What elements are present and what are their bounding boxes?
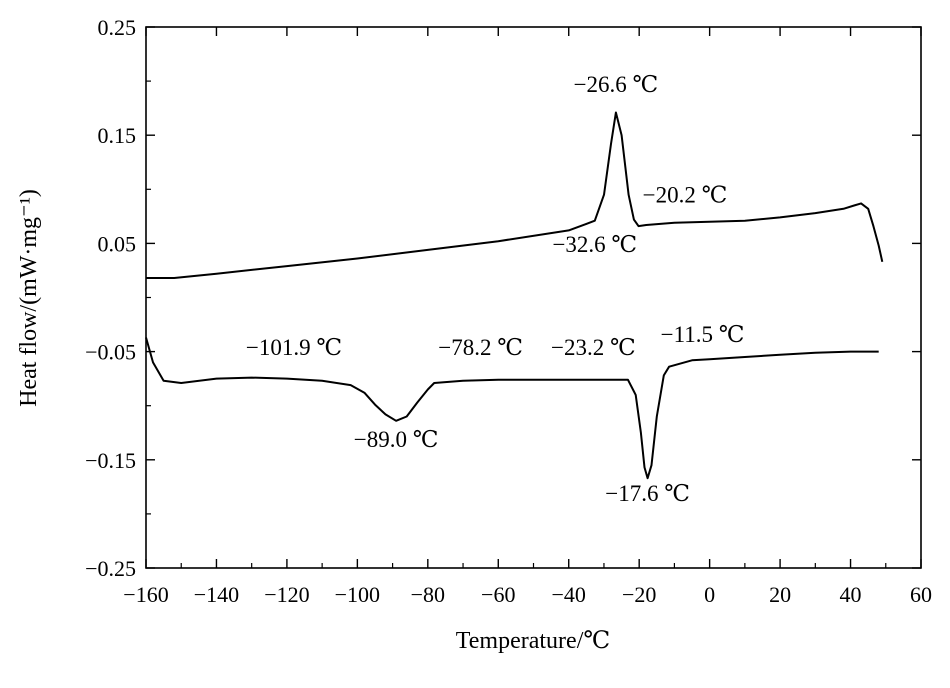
x-tick-label: −20 — [622, 582, 656, 607]
y-tick-label: −0.05 — [85, 340, 136, 365]
annotation-label: −20.2 ℃ — [643, 182, 728, 207]
annotation-layer: −26.6 ℃ −20.2 ℃−32.6 ℃ −101.9 ℃ −78.2 ℃ −23.… — [246, 72, 745, 506]
series-line-1 — [146, 111, 884, 279]
y-tick-label: 0.15 — [98, 123, 137, 148]
x-tick-label: −40 — [552, 582, 586, 607]
x-tick-label: 0 — [704, 582, 715, 607]
annotation-label: −11.5 ℃ — [661, 322, 745, 347]
y-tick-label: 0.25 — [98, 15, 137, 40]
x-tick-label: 40 — [840, 582, 862, 607]
y-tick-label: −0.25 — [85, 556, 136, 581]
annotation-label: −101.9 ℃ — [246, 335, 342, 360]
x-tick-label: 60 — [910, 582, 932, 607]
y-tick-label: 0.05 — [98, 231, 137, 256]
series-line-2 — [145, 337, 879, 480]
annotation-label: −78.2 ℃ — [438, 335, 523, 360]
annotation-label: −89.0 ℃ — [354, 427, 439, 452]
x-tick-label: −100 — [335, 582, 380, 607]
x-axis-title: Temperature/℃ — [456, 628, 610, 654]
x-tick-label: −140 — [194, 582, 239, 607]
annotation-label: −23.2 ℃ — [551, 335, 636, 360]
annotation-label: −26.6 ℃ — [574, 72, 659, 97]
y-axis-title: Heat flow/(mW·mg⁻¹) — [16, 189, 42, 407]
y-axis-ticks: 0.25 0.15 0.05 −0.05 −0.15 −0.25 — [85, 15, 921, 581]
y-tick-label: −0.15 — [85, 448, 136, 473]
x-tick-label: −120 — [264, 582, 309, 607]
x-tick-label: −160 — [123, 582, 168, 607]
x-tick-label: −80 — [411, 582, 445, 607]
annotation-label: −32.6 ℃ — [552, 232, 637, 257]
x-axis-ticks: −160 −140 −120 −100 −80 −60 −40 −20 0 20 40 60 — [123, 27, 932, 607]
series-layer — [145, 111, 884, 480]
annotation-label: −17.6 ℃ — [605, 481, 690, 506]
x-tick-label: −60 — [481, 582, 515, 607]
plot-frame — [145, 26, 922, 569]
x-tick-label: 20 — [769, 582, 791, 607]
